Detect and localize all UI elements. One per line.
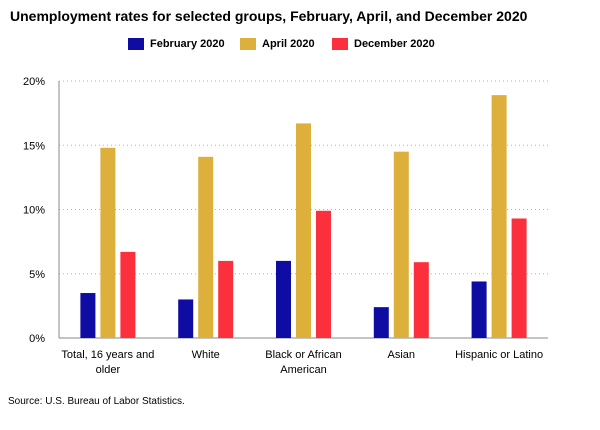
- bar: [296, 123, 311, 338]
- y-tick-label: 0%: [29, 333, 45, 345]
- legend-item-april: April 2020: [240, 36, 315, 52]
- bar: [276, 260, 291, 338]
- x-category-label: Total, 16 years and: [61, 349, 154, 361]
- bar: [100, 147, 116, 338]
- legend-swatch-february: [128, 38, 144, 50]
- legend-item-february: February 2020: [128, 36, 225, 52]
- legend-swatch-april: [240, 38, 256, 50]
- bar: [511, 218, 527, 338]
- bar: [198, 156, 214, 338]
- bar: [178, 299, 194, 338]
- legend-label-december: December 2020: [354, 38, 435, 50]
- legend-label-april: April 2020: [262, 38, 315, 50]
- bar: [471, 281, 487, 338]
- bar: [218, 260, 234, 338]
- x-category-label: Black or African: [265, 349, 341, 361]
- bar: [80, 293, 96, 338]
- x-category-label: Hispanic or Latino: [455, 349, 543, 361]
- y-tick-label: 15%: [23, 140, 45, 152]
- bar: [491, 95, 507, 338]
- y-tick-label: 20%: [23, 76, 45, 88]
- bar: [316, 210, 331, 338]
- bar: [413, 262, 429, 338]
- x-category-label: older: [96, 364, 121, 376]
- bar: [120, 251, 136, 338]
- legend-item-december: December 2020: [332, 36, 435, 52]
- x-category-label: Asian: [388, 349, 416, 361]
- x-category-label: American: [280, 364, 326, 376]
- bar: [393, 151, 409, 338]
- chart-legend: February 2020 April 2020 December 2020: [0, 36, 600, 52]
- bar: [373, 307, 389, 338]
- x-category-label: White: [192, 349, 220, 361]
- chart-title: Unemployment rates for selected groups, …: [10, 8, 528, 24]
- source-note: Source: U.S. Bureau of Labor Statistics.: [8, 396, 185, 407]
- y-tick-label: 10%: [23, 205, 45, 217]
- y-tick-label: 5%: [29, 269, 45, 281]
- legend-label-february: February 2020: [150, 38, 225, 50]
- legend-swatch-december: [332, 38, 348, 50]
